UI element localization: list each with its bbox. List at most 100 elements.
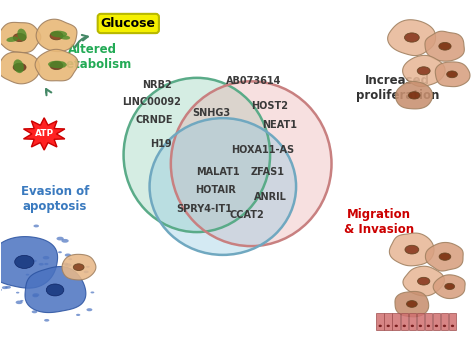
- Ellipse shape: [32, 293, 39, 297]
- Bar: [433, 313, 440, 330]
- Bar: [392, 313, 400, 330]
- Circle shape: [410, 325, 414, 327]
- Polygon shape: [35, 49, 78, 81]
- Text: MALAT1: MALAT1: [196, 168, 240, 177]
- Ellipse shape: [405, 245, 419, 254]
- Ellipse shape: [124, 78, 270, 232]
- Ellipse shape: [51, 31, 67, 37]
- Text: Evasion of
apoptosis: Evasion of apoptosis: [21, 185, 89, 213]
- Bar: [425, 313, 432, 330]
- Ellipse shape: [58, 251, 62, 253]
- Text: HOXA11-AS: HOXA11-AS: [231, 145, 294, 155]
- Polygon shape: [62, 254, 96, 280]
- Ellipse shape: [171, 81, 331, 246]
- Ellipse shape: [86, 266, 90, 268]
- Ellipse shape: [68, 258, 72, 260]
- Ellipse shape: [445, 283, 455, 290]
- Polygon shape: [433, 275, 465, 298]
- Text: ATP: ATP: [35, 130, 54, 138]
- Ellipse shape: [16, 301, 23, 304]
- Text: ANRIL: ANRIL: [254, 192, 286, 202]
- Ellipse shape: [86, 308, 92, 311]
- Bar: [441, 313, 448, 330]
- Ellipse shape: [32, 294, 38, 297]
- Ellipse shape: [73, 264, 84, 271]
- Text: H19: H19: [151, 139, 172, 150]
- Polygon shape: [403, 266, 445, 296]
- Circle shape: [435, 325, 438, 327]
- Ellipse shape: [65, 253, 71, 257]
- Ellipse shape: [63, 263, 68, 266]
- Ellipse shape: [2, 286, 8, 289]
- Text: HOTAIR: HOTAIR: [195, 185, 236, 195]
- Polygon shape: [389, 233, 434, 266]
- Ellipse shape: [56, 237, 64, 240]
- Circle shape: [451, 325, 454, 327]
- Bar: [384, 313, 392, 330]
- Ellipse shape: [13, 59, 24, 73]
- Text: ZFAS1: ZFAS1: [251, 168, 285, 177]
- Polygon shape: [395, 81, 433, 109]
- Circle shape: [379, 325, 382, 327]
- Polygon shape: [435, 62, 470, 87]
- Ellipse shape: [5, 286, 11, 289]
- Ellipse shape: [50, 62, 63, 70]
- Ellipse shape: [407, 301, 417, 307]
- Ellipse shape: [150, 118, 296, 255]
- Text: LINC00092: LINC00092: [122, 98, 182, 107]
- Polygon shape: [0, 237, 57, 288]
- Bar: [409, 313, 416, 330]
- Ellipse shape: [65, 263, 72, 267]
- Polygon shape: [0, 23, 41, 52]
- Circle shape: [402, 325, 406, 327]
- Circle shape: [395, 325, 398, 327]
- Ellipse shape: [44, 263, 48, 265]
- Ellipse shape: [26, 274, 29, 276]
- Polygon shape: [425, 31, 465, 61]
- Polygon shape: [388, 20, 436, 56]
- Polygon shape: [0, 52, 40, 84]
- Text: CCAT2: CCAT2: [229, 209, 264, 220]
- Ellipse shape: [32, 310, 37, 313]
- Ellipse shape: [50, 32, 63, 40]
- Ellipse shape: [60, 35, 70, 40]
- Polygon shape: [36, 19, 77, 52]
- Ellipse shape: [44, 319, 49, 322]
- Text: AB073614: AB073614: [226, 76, 281, 86]
- Text: SPRY4-IT1: SPRY4-IT1: [176, 204, 232, 214]
- Circle shape: [427, 325, 430, 327]
- Ellipse shape: [76, 314, 80, 316]
- Ellipse shape: [20, 300, 24, 302]
- Ellipse shape: [439, 253, 451, 260]
- Bar: [449, 313, 456, 330]
- Ellipse shape: [48, 61, 67, 68]
- Ellipse shape: [16, 292, 19, 294]
- Ellipse shape: [15, 255, 34, 269]
- Text: CRNDE: CRNDE: [136, 115, 173, 125]
- Ellipse shape: [0, 288, 2, 291]
- Text: Glucose: Glucose: [101, 17, 156, 30]
- Circle shape: [387, 325, 390, 327]
- Ellipse shape: [447, 71, 457, 78]
- Ellipse shape: [43, 256, 49, 259]
- Text: NRB2: NRB2: [142, 80, 172, 90]
- Ellipse shape: [13, 33, 26, 42]
- Polygon shape: [24, 118, 65, 150]
- Ellipse shape: [46, 284, 64, 296]
- Text: NEAT1: NEAT1: [262, 120, 297, 130]
- Ellipse shape: [418, 277, 430, 285]
- Circle shape: [419, 325, 422, 327]
- Ellipse shape: [13, 63, 26, 71]
- Ellipse shape: [32, 260, 37, 262]
- Ellipse shape: [83, 271, 89, 273]
- Ellipse shape: [91, 291, 94, 294]
- Ellipse shape: [17, 29, 27, 41]
- Ellipse shape: [439, 43, 451, 50]
- Ellipse shape: [62, 239, 69, 243]
- Text: HOST2: HOST2: [252, 101, 289, 111]
- Ellipse shape: [409, 92, 420, 99]
- Text: Increased
proliferation: Increased proliferation: [356, 74, 439, 102]
- Ellipse shape: [39, 263, 44, 265]
- Polygon shape: [425, 243, 463, 271]
- Bar: [417, 313, 424, 330]
